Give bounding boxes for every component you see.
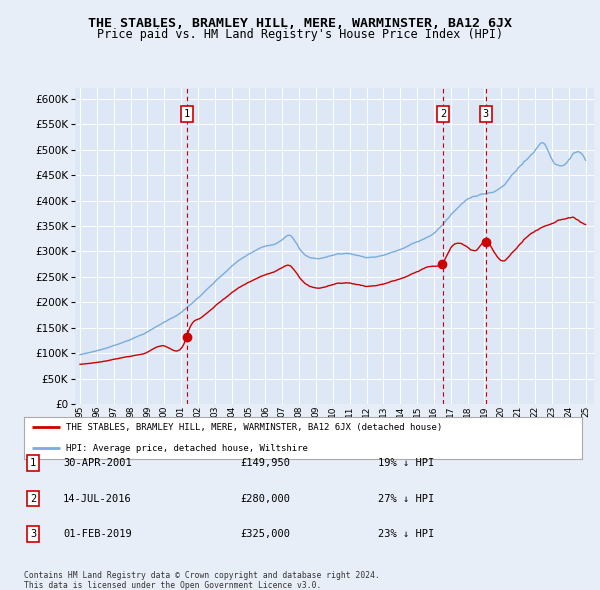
- Text: 30-APR-2001: 30-APR-2001: [63, 458, 132, 468]
- Text: Contains HM Land Registry data © Crown copyright and database right 2024.: Contains HM Land Registry data © Crown c…: [24, 571, 380, 579]
- Text: 1: 1: [184, 109, 190, 119]
- Text: 19% ↓ HPI: 19% ↓ HPI: [378, 458, 434, 468]
- Text: £280,000: £280,000: [240, 494, 290, 503]
- Text: 3: 3: [30, 529, 36, 539]
- Text: 23% ↓ HPI: 23% ↓ HPI: [378, 529, 434, 539]
- Text: 2: 2: [440, 109, 446, 119]
- Text: 01-FEB-2019: 01-FEB-2019: [63, 529, 132, 539]
- Text: 27% ↓ HPI: 27% ↓ HPI: [378, 494, 434, 503]
- Text: 14-JUL-2016: 14-JUL-2016: [63, 494, 132, 503]
- Text: £325,000: £325,000: [240, 529, 290, 539]
- Text: 2: 2: [30, 494, 36, 503]
- Text: £149,950: £149,950: [240, 458, 290, 468]
- Text: 3: 3: [482, 109, 489, 119]
- Text: THE STABLES, BRAMLEY HILL, MERE, WARMINSTER, BA12 6JX: THE STABLES, BRAMLEY HILL, MERE, WARMINS…: [88, 17, 512, 30]
- Text: THE STABLES, BRAMLEY HILL, MERE, WARMINSTER, BA12 6JX (detached house): THE STABLES, BRAMLEY HILL, MERE, WARMINS…: [66, 422, 442, 432]
- Text: 1: 1: [30, 458, 36, 468]
- Text: HPI: Average price, detached house, Wiltshire: HPI: Average price, detached house, Wilt…: [66, 444, 308, 453]
- Text: This data is licensed under the Open Government Licence v3.0.: This data is licensed under the Open Gov…: [24, 581, 322, 589]
- Text: Price paid vs. HM Land Registry's House Price Index (HPI): Price paid vs. HM Land Registry's House …: [97, 28, 503, 41]
